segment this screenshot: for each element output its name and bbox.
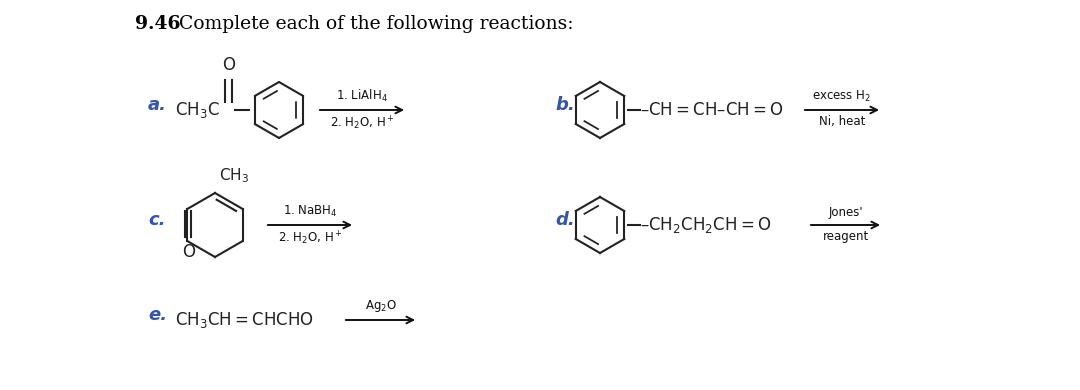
Text: 2. H$_2$O, H$^+$: 2. H$_2$O, H$^+$ [329,115,394,132]
Text: O: O [222,56,235,74]
Text: 9.46: 9.46 [135,15,180,33]
Text: excess H$_2$: excess H$_2$ [812,89,872,104]
Text: –CH$_2$CH$_2$CH$=$O: –CH$_2$CH$_2$CH$=$O [640,215,771,235]
Text: Complete each of the following reactions:: Complete each of the following reactions… [173,15,573,33]
Text: Ni, heat: Ni, heat [819,115,865,128]
Text: 2. H$_2$O, H$^+$: 2. H$_2$O, H$^+$ [278,230,342,247]
Text: d.: d. [555,211,575,229]
Text: 1. NaBH$_4$: 1. NaBH$_4$ [283,204,337,219]
Text: 1. LiAlH$_4$: 1. LiAlH$_4$ [336,88,388,104]
Text: a.: a. [148,96,167,114]
Text: CH$_3$CH$=$CHCHO: CH$_3$CH$=$CHCHO [175,310,314,330]
Text: CH$_3$: CH$_3$ [219,166,249,185]
Text: Ag$_2$O: Ag$_2$O [365,298,396,314]
Text: c.: c. [148,211,165,229]
Text: CH$_3$C: CH$_3$C [175,100,220,120]
Text: O: O [181,243,194,261]
Text: –CH$=$CH–CH$=$O: –CH$=$CH–CH$=$O [640,101,784,119]
Text: e.: e. [148,306,167,324]
Text: reagent: reagent [822,230,868,243]
Text: b.: b. [555,96,575,114]
Text: Jones': Jones' [828,206,863,219]
